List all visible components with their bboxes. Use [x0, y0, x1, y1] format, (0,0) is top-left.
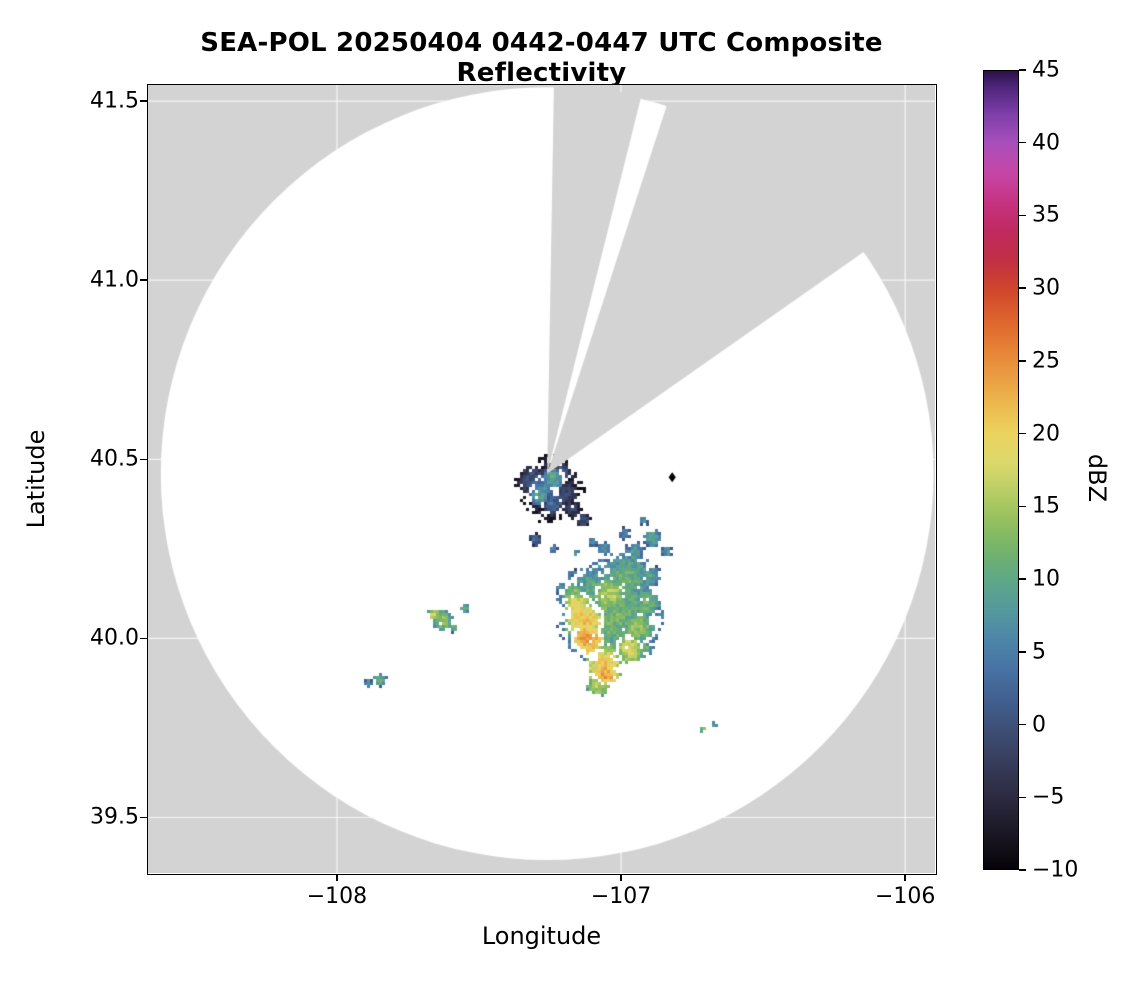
- colorbar-tick-label: 15: [1032, 493, 1060, 519]
- colorbar-tick-mark: [1019, 360, 1026, 362]
- plot-area: [148, 85, 935, 873]
- y-tick-label: 41.5: [90, 88, 139, 114]
- colorbar-tick-label: 35: [1032, 202, 1060, 228]
- x-tick-mark: [620, 874, 622, 881]
- y-tick-mark: [140, 279, 147, 281]
- colorbar-tick-label: 5: [1032, 639, 1046, 665]
- x-axis-label: Longitude: [481, 922, 602, 950]
- colorbar-label: dBZ: [1083, 453, 1111, 503]
- x-tick-mark: [336, 874, 338, 881]
- colorbar-tick-mark: [1019, 432, 1026, 435]
- colorbar-tick-mark: [1019, 141, 1026, 144]
- colorbar-tick-mark: [1019, 287, 1026, 289]
- y-tick-label: 39.5: [90, 804, 139, 830]
- colorbar-tick-mark: [1019, 69, 1026, 71]
- y-tick-mark: [140, 816, 147, 819]
- y-tick-label: 41.0: [90, 267, 139, 293]
- colorbar-tick-label: −5: [1032, 784, 1065, 810]
- x-tick-label: −106: [874, 884, 936, 909]
- y-tick-mark: [140, 100, 147, 102]
- colorbar: [983, 70, 1019, 870]
- colorbar-tick-mark: [1019, 214, 1026, 217]
- colorbar-tick-label: 40: [1032, 130, 1060, 156]
- colorbar-tick-label: 0: [1032, 712, 1046, 738]
- colorbar-tick-mark: [1019, 505, 1026, 508]
- colorbar-tick-label: 20: [1032, 421, 1060, 447]
- y-axis-label: Latitude: [22, 429, 50, 529]
- colorbar-tick-label: 10: [1032, 566, 1060, 592]
- colorbar-gradient: [984, 71, 1018, 869]
- colorbar-tick-mark: [1019, 796, 1026, 799]
- chart-title: SEA-POL 20250404 0442-0447 UTC Composite…: [200, 28, 883, 88]
- colorbar-tick-mark: [1019, 578, 1026, 580]
- y-tick-label: 40.5: [90, 446, 139, 472]
- y-tick-mark: [140, 458, 147, 461]
- colorbar-tick-label: 45: [1032, 57, 1060, 83]
- reflectivity-plot-canvas: [148, 85, 935, 873]
- y-tick-mark: [140, 637, 147, 640]
- colorbar-tick-mark: [1019, 869, 1026, 871]
- x-tick-label: −108: [306, 884, 368, 909]
- colorbar-tick-label: 25: [1032, 348, 1060, 374]
- colorbar-tick-label: 30: [1032, 275, 1060, 301]
- x-tick-label: −107: [590, 884, 652, 909]
- colorbar-tick-mark: [1019, 651, 1026, 653]
- y-tick-label: 40.0: [90, 625, 139, 651]
- colorbar-tick-label: −10: [1032, 857, 1079, 883]
- colorbar-tick-mark: [1019, 723, 1026, 726]
- x-tick-mark: [904, 874, 906, 881]
